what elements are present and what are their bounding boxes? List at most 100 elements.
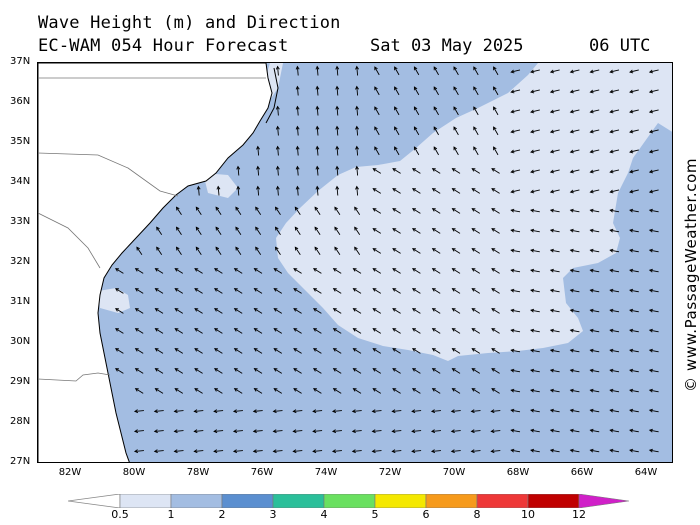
wave-direction-arrow bbox=[609, 109, 620, 114]
wave-direction-arrow bbox=[392, 328, 401, 334]
colorbar-label: 2 bbox=[218, 508, 226, 521]
wave-direction-arrow bbox=[629, 268, 639, 273]
wave-direction-arrow bbox=[589, 129, 600, 134]
wave-direction-arrow bbox=[530, 129, 540, 134]
wave-direction-arrow bbox=[510, 388, 521, 393]
wave-direction-arrow bbox=[294, 246, 301, 255]
wave-direction-arrow bbox=[293, 348, 302, 354]
wave-direction-arrow bbox=[490, 449, 501, 454]
wave-direction-arrow bbox=[453, 106, 459, 116]
wave-direction-arrow bbox=[648, 169, 659, 174]
wave-direction-arrow bbox=[491, 388, 500, 394]
wave-direction-arrow bbox=[510, 129, 521, 134]
wave-direction-arrow bbox=[609, 268, 620, 273]
wave-direction-arrow bbox=[569, 109, 580, 114]
wave-direction-arrow bbox=[569, 308, 580, 313]
forecast-subtitle: EC-WAM 054 Hour Forecast bbox=[38, 36, 289, 56]
wave-direction-arrow bbox=[470, 449, 481, 454]
wave-direction-arrow bbox=[312, 268, 322, 274]
lat-label: 29N bbox=[10, 376, 31, 387]
wave-direction-arrow bbox=[354, 206, 361, 215]
wave-direction-arrow bbox=[295, 65, 300, 76]
wave-direction-arrow bbox=[374, 106, 380, 116]
wave-direction-arrow bbox=[549, 328, 560, 333]
wave-direction-arrow bbox=[471, 248, 481, 254]
wave-direction-arrow bbox=[332, 328, 342, 334]
wave-direction-arrow bbox=[471, 368, 481, 374]
wave-direction-arrow bbox=[431, 188, 441, 194]
wave-direction-arrow bbox=[136, 246, 143, 255]
wave-direction-arrow bbox=[451, 348, 461, 354]
wave-direction-arrow bbox=[334, 226, 341, 235]
wave-direction-arrow bbox=[490, 429, 501, 434]
wave-direction-arrow bbox=[236, 165, 241, 176]
wave-direction-arrow bbox=[569, 169, 580, 174]
wave-direction-arrow bbox=[154, 348, 164, 354]
wave-direction-arrow bbox=[293, 388, 302, 394]
wave-direction-arrow bbox=[274, 206, 281, 215]
wave-direction-arrow bbox=[530, 428, 540, 433]
colorbar-segment bbox=[221, 494, 274, 508]
wave-direction-arrow bbox=[569, 328, 580, 333]
wave-direction-arrow bbox=[530, 388, 540, 393]
lat-label: 33N bbox=[10, 216, 31, 227]
wave-direction-arrow bbox=[374, 146, 380, 156]
wave-direction-arrow bbox=[273, 288, 283, 294]
wave-direction-arrow bbox=[354, 246, 361, 255]
colorbar-label: 1 bbox=[167, 508, 175, 521]
wave-direction-arrow bbox=[372, 248, 382, 254]
wave-direction-arrow bbox=[153, 429, 164, 434]
wave-direction-arrow bbox=[154, 328, 164, 334]
map-title: Wave Height (m) and Direction bbox=[38, 13, 341, 33]
wave-direction-arrow bbox=[471, 348, 481, 354]
wave-direction-arrow bbox=[372, 168, 382, 174]
wave-direction-arrow bbox=[392, 348, 401, 354]
wave-direction-arrow bbox=[629, 308, 639, 313]
wave-direction-arrow bbox=[253, 388, 263, 394]
wave-direction-arrow bbox=[491, 208, 500, 214]
wave-direction-arrow bbox=[648, 208, 659, 213]
lat-label: 34N bbox=[10, 176, 31, 187]
lat-label: 32N bbox=[10, 256, 31, 267]
wave-direction-arrow bbox=[629, 288, 639, 293]
wave-direction-arrow bbox=[312, 449, 323, 454]
wave-direction-arrow bbox=[530, 448, 540, 453]
wave-direction-arrow bbox=[510, 328, 521, 333]
wave-direction-arrow bbox=[213, 388, 223, 394]
wave-direction-arrow bbox=[134, 268, 144, 274]
wave-direction-arrow bbox=[334, 246, 341, 255]
wave-direction-arrow bbox=[315, 65, 320, 76]
wave-direction-arrow bbox=[589, 448, 600, 453]
wave-direction-arrow bbox=[471, 388, 481, 394]
wave-direction-arrow bbox=[295, 105, 300, 116]
wave-direction-arrow bbox=[609, 248, 620, 253]
colorbar-label: 4 bbox=[320, 508, 328, 521]
wave-direction-arrow bbox=[213, 328, 223, 334]
wave-direction-arrow bbox=[569, 69, 580, 74]
wave-direction-arrow bbox=[549, 208, 560, 213]
land-us-southeast bbox=[38, 63, 273, 462]
wave-direction-arrow bbox=[431, 348, 441, 354]
wave-direction-arrow bbox=[530, 368, 540, 373]
colorbar-label: 0.5 bbox=[111, 508, 129, 521]
lon-label: 80W bbox=[122, 467, 146, 478]
wave-direction-arrow bbox=[235, 246, 242, 255]
wave-direction-arrow bbox=[213, 288, 223, 294]
wave-direction-arrow bbox=[411, 388, 421, 394]
wave-direction-arrow bbox=[609, 348, 620, 353]
wave-direction-arrow bbox=[629, 428, 639, 433]
lat-label: 35N bbox=[10, 136, 31, 147]
wave-direction-arrow bbox=[491, 328, 500, 334]
wave-direction-arrow bbox=[589, 308, 600, 313]
wave-direction-arrow bbox=[252, 429, 263, 434]
wave-direction-arrow bbox=[569, 149, 580, 154]
wave-direction-arrow bbox=[411, 288, 421, 294]
wave-direction-arrow bbox=[609, 288, 620, 293]
lon-label: 70W bbox=[442, 467, 466, 478]
wave-direction-arrow bbox=[312, 368, 322, 374]
wave-direction-arrow bbox=[609, 208, 620, 213]
wave-direction-arrow bbox=[314, 206, 321, 215]
wave-direction-arrow bbox=[114, 368, 124, 374]
wave-direction-arrow bbox=[589, 368, 600, 373]
wave-direction-arrow bbox=[352, 288, 362, 294]
